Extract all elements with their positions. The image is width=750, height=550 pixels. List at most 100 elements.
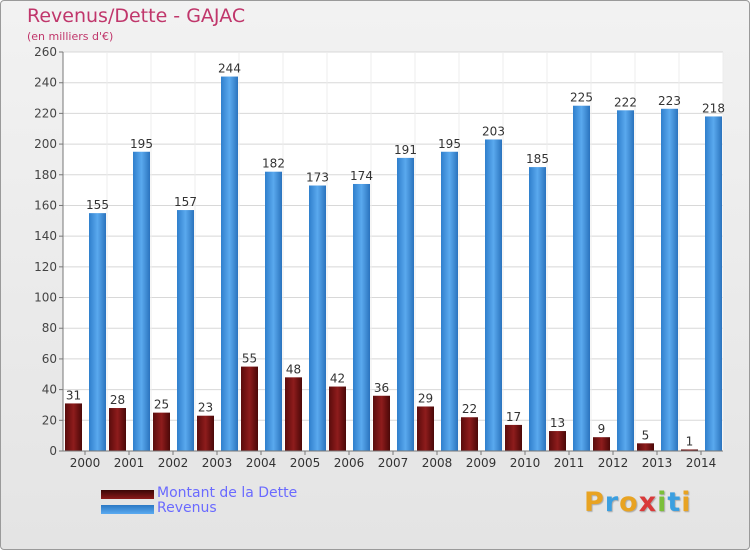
y-tick-label: 0 — [49, 444, 57, 458]
revenue-value-label: 225 — [570, 91, 593, 105]
debt-value-label: 36 — [374, 381, 389, 395]
y-tick-label: 80 — [42, 321, 57, 335]
revenue-bar — [177, 210, 194, 451]
debt-value-label: 22 — [462, 402, 477, 416]
revenue-value-label: 173 — [306, 171, 329, 185]
revenue-bar — [221, 76, 238, 452]
debt-bar — [417, 406, 434, 451]
revenue-bar — [89, 213, 106, 451]
debt-bar — [241, 366, 258, 451]
revenue-value-label: 185 — [526, 152, 549, 166]
y-tick-label: 260 — [34, 45, 57, 59]
debt-bar — [373, 395, 390, 451]
revenue-value-label: 223 — [658, 94, 681, 108]
debt-value-label: 48 — [286, 362, 301, 376]
x-tick-label: 2013 — [642, 456, 673, 470]
debt-value-label: 42 — [330, 372, 345, 386]
revenue-value-label: 157 — [174, 195, 197, 209]
revenue-bar — [133, 151, 150, 451]
y-tick-label: 200 — [34, 137, 57, 151]
x-tick-label: 2001 — [114, 456, 145, 470]
logo-letter: i — [681, 487, 692, 518]
y-tick-label: 100 — [34, 291, 57, 305]
revenue-value-label: 203 — [482, 124, 505, 138]
logo-letter: x — [638, 487, 658, 518]
revenue-bar — [441, 151, 458, 451]
y-tick-label: 160 — [34, 198, 57, 212]
debt-value-label: 29 — [418, 391, 433, 405]
x-tick-label: 2014 — [686, 456, 717, 470]
revenue-value-label: 174 — [350, 169, 373, 183]
debt-value-label: 17 — [506, 410, 521, 424]
debt-bar — [549, 431, 566, 451]
x-tick-label: 2012 — [598, 456, 629, 470]
x-tick-label: 2004 — [246, 456, 277, 470]
revenue-bar — [573, 105, 590, 451]
logo-letter: i — [657, 487, 668, 518]
revenue-value-label: 195 — [438, 137, 461, 151]
debt-value-label: 13 — [550, 416, 565, 430]
legend-label-revenue: Revenus — [157, 500, 217, 516]
debt-value-label: 31 — [66, 388, 81, 402]
y-tick-label: 140 — [34, 229, 57, 243]
debt-value-label: 55 — [242, 352, 257, 366]
revenue-bar — [397, 157, 414, 451]
revenue-bar — [705, 116, 722, 451]
x-tick-label: 2006 — [334, 456, 365, 470]
debt-bar — [593, 437, 610, 451]
y-tick-label: 60 — [42, 352, 57, 366]
revenue-bar — [309, 185, 326, 451]
revenue-bar — [265, 171, 282, 451]
chart-title: Revenus/Dette - GAJAC — [27, 5, 246, 27]
revenue-value-label: 182 — [262, 157, 285, 171]
logo-letter: t — [667, 487, 682, 518]
x-tick-label: 2000 — [70, 456, 101, 470]
y-tick-label: 180 — [34, 168, 57, 182]
debt-bar — [505, 424, 522, 451]
revenue-value-label: 244 — [218, 62, 241, 76]
logo-letter: r — [604, 487, 620, 518]
debt-value-label: 5 — [642, 428, 650, 442]
revenue-bar — [485, 139, 502, 451]
x-tick-label: 2010 — [510, 456, 541, 470]
debt-bar — [153, 412, 170, 451]
y-tick-label: 240 — [34, 76, 57, 90]
revenue-bar — [353, 183, 370, 451]
x-tick-label: 2005 — [290, 456, 321, 470]
revenue-value-label: 195 — [130, 137, 153, 151]
logo-letter: P — [584, 487, 605, 518]
proxiti-logo: Proxiti — [584, 487, 692, 518]
y-tick-label: 120 — [34, 260, 57, 274]
debt-bar — [285, 377, 302, 451]
x-tick-label: 2008 — [422, 456, 453, 470]
debt-value-label: 28 — [110, 393, 125, 407]
logo-letter: o — [619, 487, 639, 518]
debt-bar — [329, 386, 346, 451]
revenue-value-label: 155 — [86, 198, 109, 212]
revenue-value-label: 191 — [394, 143, 417, 157]
debt-bar — [637, 443, 654, 451]
revenue-value-label: 218 — [702, 101, 725, 115]
y-tick-label: 220 — [34, 106, 57, 120]
legend-label-debt: Montant de la Dette — [157, 485, 298, 501]
debt-bar — [681, 449, 698, 451]
x-tick-label: 2009 — [466, 456, 497, 470]
y-tick-label: 40 — [42, 383, 57, 397]
x-tick-label: 2007 — [378, 456, 409, 470]
revenue-value-label: 222 — [614, 95, 637, 109]
revenue-bar — [529, 167, 546, 451]
debt-value-label: 9 — [598, 422, 606, 436]
x-tick-label: 2002 — [158, 456, 189, 470]
chart-subtitle: (en milliers d'€) — [27, 30, 114, 43]
y-tick-label: 20 — [42, 413, 57, 427]
debt-value-label: 1 — [686, 434, 694, 448]
revenue-bar — [617, 110, 634, 452]
x-tick-label: 2003 — [202, 456, 233, 470]
debt-bar — [65, 403, 82, 451]
legend-swatch-debt — [101, 490, 154, 499]
legend-swatch-revenue — [101, 505, 154, 514]
debt-value-label: 23 — [198, 401, 213, 415]
debt-bar — [109, 408, 126, 451]
